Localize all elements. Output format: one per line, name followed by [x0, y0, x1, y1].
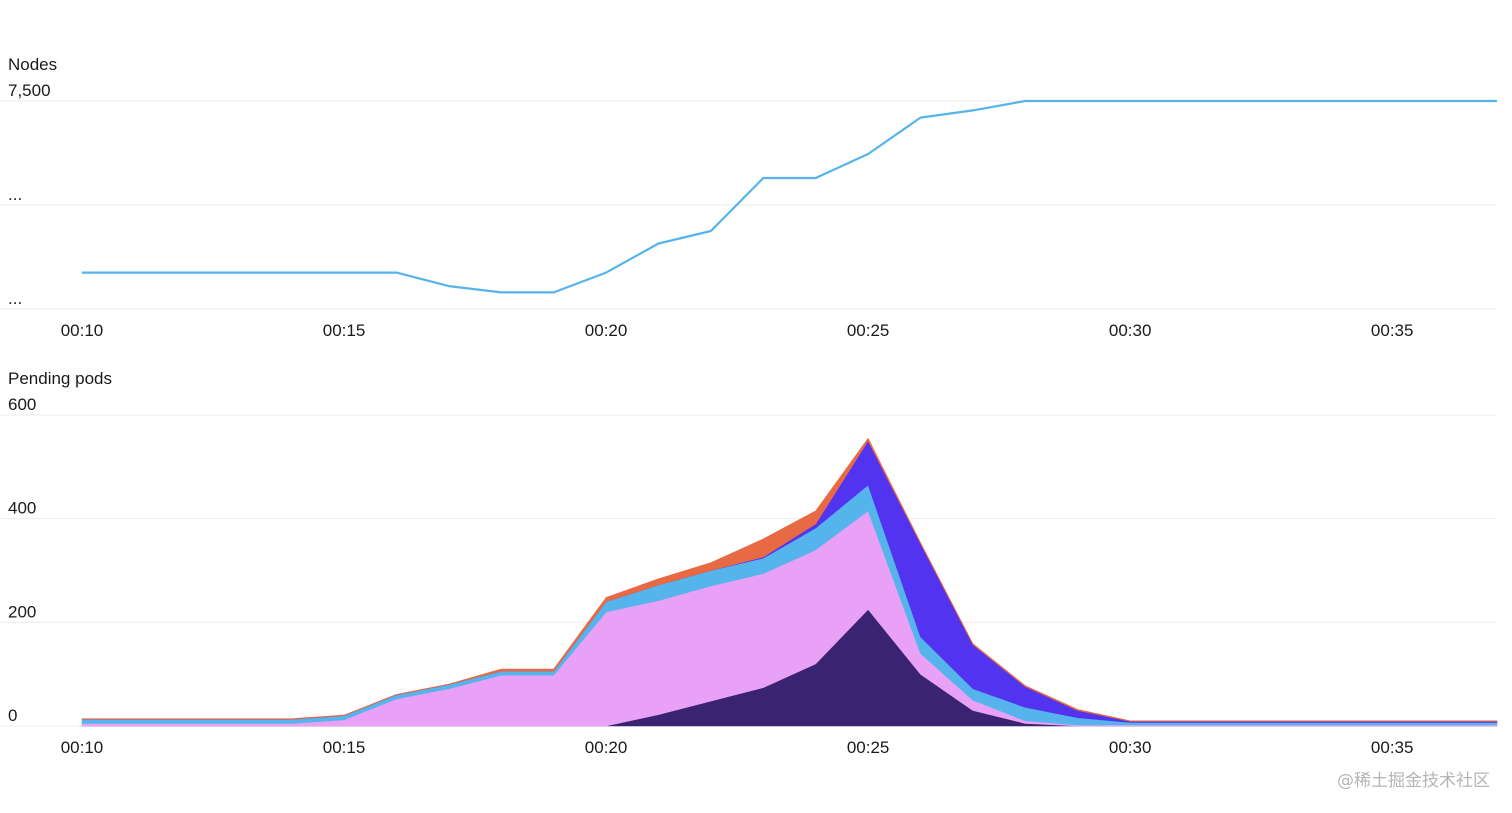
pending-pods-y-tick-labels: 600 400 200 0 — [8, 395, 36, 725]
nodes-y-tick-label: 7,500 — [8, 81, 51, 100]
nodes-x-tick-label: 00:15 — [323, 321, 366, 340]
nodes-y-tick-label: ... — [8, 289, 22, 308]
nodes-x-tick-label: 00:20 — [585, 321, 628, 340]
pending-pods-x-tick-label: 00:35 — [1371, 738, 1414, 757]
pending-pods-x-tick-label: 00:30 — [1109, 738, 1152, 757]
nodes-x-tick-label: 00:30 — [1109, 321, 1152, 340]
pending-pods-x-tick-label: 00:10 — [61, 738, 104, 757]
nodes-x-tick-label: 00:25 — [847, 321, 890, 340]
pending-pods-chart-title: Pending pods — [8, 369, 112, 388]
pending-pods-series — [81, 437, 1498, 727]
pending-pods-y-tick-label: 0 — [8, 706, 17, 725]
nodes-chart-title: Nodes — [8, 55, 57, 74]
pending-pods-x-tick-label: 00:15 — [323, 738, 366, 757]
pending-pods-x-tick-labels: 00:10 00:15 00:20 00:25 00:30 00:35 — [61, 738, 1414, 757]
nodes-gridlines — [0, 100, 1497, 310]
pending-pods-x-tick-label: 00:25 — [847, 738, 890, 757]
nodes-x-tick-labels: 00:10 00:15 00:20 00:25 00:30 00:35 — [61, 321, 1414, 340]
pending-pods-y-tick-label: 200 — [8, 602, 36, 621]
nodes-series-line — [82, 99, 1497, 294]
nodes-y-tick-label: ... — [8, 185, 22, 204]
watermark: @稀土掘金技术社区 — [1337, 771, 1490, 791]
nodes-chart: Nodes 7,500...... 00:10 00:15 00:20 00:25 00… — [0, 55, 1497, 340]
nodes-series — [82, 99, 1497, 294]
pending-pods-y-tick-label: 600 — [8, 395, 36, 414]
nodes-y-tick-labels: 7,500...... — [8, 81, 51, 308]
nodes-x-tick-label: 00:10 — [61, 321, 104, 340]
nodes-x-tick-label: 00:35 — [1371, 321, 1414, 340]
pending-pods-series-area-5 — [81, 437, 1498, 722]
pending-pods-y-tick-label: 400 — [8, 499, 36, 518]
pending-pods-x-tick-label: 00:20 — [585, 738, 628, 757]
